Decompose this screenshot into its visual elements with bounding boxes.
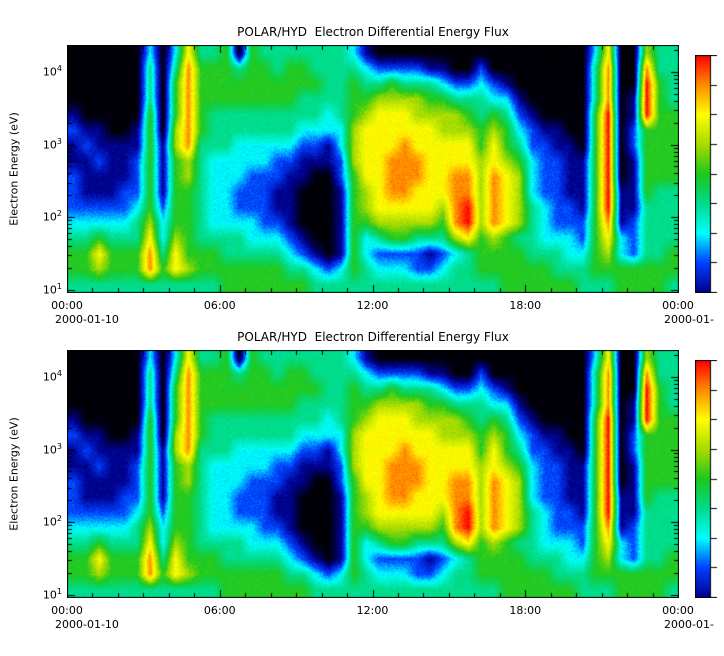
chart-title: POLAR/HYD Electron Differential Energy F… bbox=[237, 25, 509, 39]
y-tick-label: 103 bbox=[42, 136, 62, 152]
y-tick-label: 103 bbox=[42, 441, 62, 457]
y-tick-label: 102 bbox=[42, 514, 62, 529]
y-tick-label: 101 bbox=[42, 281, 62, 297]
x-tick-label: 00:00 bbox=[662, 604, 694, 617]
y-tick-label: 104 bbox=[42, 368, 62, 384]
date-label-left: 2000-01-10 bbox=[55, 313, 119, 326]
x-tick-label: 00:00 bbox=[51, 604, 83, 617]
colorbar-canvas bbox=[695, 360, 719, 598]
date-label-right: 2000-01- bbox=[664, 618, 714, 631]
spectrogram-canvas bbox=[67, 350, 679, 598]
date-label-right: 2000-01- bbox=[664, 313, 714, 326]
spectrogram-canvas bbox=[67, 45, 679, 293]
y-axis-label: Electron Energy (eV) bbox=[7, 112, 21, 226]
spectrogram-panel-top: POLAR/HYD Electron Differential Energy F… bbox=[7, 25, 719, 326]
x-tick-label: 18:00 bbox=[509, 604, 542, 617]
x-tick-label: 06:00 bbox=[203, 604, 236, 617]
y-tick-label: 102 bbox=[42, 209, 62, 224]
y-axis-label: Electron Energy (eV) bbox=[7, 417, 21, 531]
y-tick-label: 101 bbox=[42, 586, 62, 602]
spectrogram-panel-bottom: POLAR/HYD Electron Differential Energy F… bbox=[0, 305, 724, 635]
date-label-left: 2000-01-10 bbox=[55, 618, 119, 631]
y-tick-label: 104 bbox=[42, 63, 62, 79]
x-tick-label: 12:00 bbox=[356, 604, 389, 617]
chart-title: POLAR/HYD Electron Differential Energy F… bbox=[237, 330, 509, 344]
colorbar-canvas bbox=[695, 55, 719, 293]
